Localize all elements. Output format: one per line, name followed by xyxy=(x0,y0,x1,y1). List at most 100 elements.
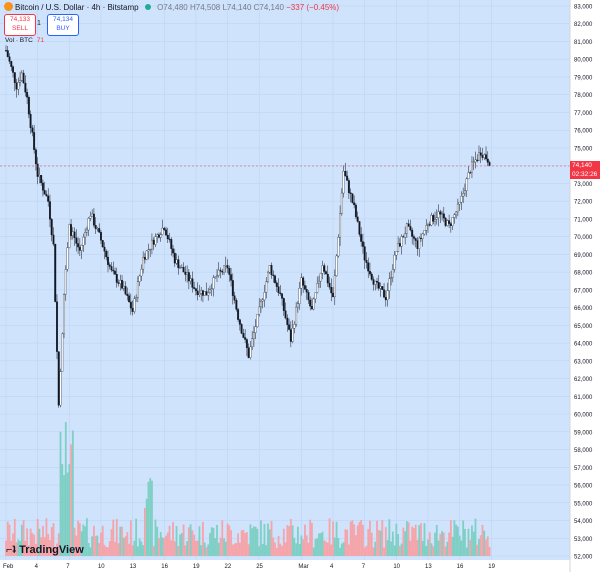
volume-bar xyxy=(149,478,152,556)
candle-body xyxy=(281,293,284,299)
volume-bar xyxy=(108,541,111,556)
volume-bar xyxy=(63,475,65,556)
buy-button[interactable]: 74,134 BUY xyxy=(47,14,79,36)
volume-bar xyxy=(133,540,136,556)
candle-body xyxy=(10,61,13,67)
volume-bar xyxy=(300,535,303,556)
volume-bar xyxy=(93,525,95,556)
volume-bar xyxy=(245,532,248,556)
volume-bar xyxy=(330,544,333,556)
candle-body xyxy=(41,182,44,191)
candle-body xyxy=(154,236,157,245)
volume-bar xyxy=(20,524,23,556)
volume-bar xyxy=(253,526,255,556)
x-tick-label: 4 xyxy=(35,564,39,570)
candle-body xyxy=(397,243,400,252)
volume-bar xyxy=(87,542,90,556)
volume-bar xyxy=(476,544,479,556)
volume-bar xyxy=(486,536,489,556)
volume-bar xyxy=(288,526,290,556)
candle-body xyxy=(147,249,150,252)
candle-body xyxy=(335,255,338,277)
volume-bar xyxy=(52,523,55,556)
y-tick-label: 64,000 xyxy=(574,342,593,348)
volume-bar xyxy=(191,530,194,556)
volume-bar xyxy=(296,526,299,556)
candle-body xyxy=(101,240,104,248)
candle-body xyxy=(376,280,378,283)
volume-bar xyxy=(56,543,58,556)
candle-body xyxy=(96,228,99,230)
candle-body xyxy=(57,351,60,406)
candle-body xyxy=(479,152,482,156)
candle-body xyxy=(214,276,217,278)
candle-body xyxy=(180,267,183,269)
candle-body xyxy=(231,280,234,296)
volume-bar xyxy=(360,519,363,556)
volume-bar xyxy=(71,430,74,556)
x-tick-label: 10 xyxy=(98,564,105,570)
candle-body xyxy=(201,290,204,296)
candle-body xyxy=(270,265,273,276)
candle-body xyxy=(296,303,299,308)
candle-body xyxy=(216,275,218,277)
time-axis[interactable]: Feb 4 7 10 13 16 19 22 25 Mar 4 7 10 13 16 19 xyxy=(3,564,496,570)
volume-bar xyxy=(344,529,347,556)
volume-bar xyxy=(135,518,138,556)
y-tick-label: 63,000 xyxy=(574,359,593,365)
volume-bar xyxy=(425,545,428,556)
y-tick-label: 76,000 xyxy=(574,129,593,135)
candle-body xyxy=(420,237,422,240)
candle-body xyxy=(393,254,396,270)
volume-bar xyxy=(105,547,108,556)
volume-bar xyxy=(47,533,50,556)
candle-body xyxy=(423,230,426,235)
tradingview-logo[interactable]: ⌐ʇ TradingView xyxy=(6,544,84,556)
candle-body xyxy=(427,224,429,226)
candle-body xyxy=(274,275,276,283)
candle-body xyxy=(474,159,477,163)
x-tick-label: 7 xyxy=(362,564,366,570)
volume-bar xyxy=(110,529,113,556)
time-axis-background xyxy=(0,560,570,572)
candle-body xyxy=(272,274,275,276)
price-axis[interactable]: 83,000 82,000 81,000 80,000 79,000 78,000 77,0… xyxy=(574,5,593,561)
volume-bar xyxy=(94,536,97,556)
last-price-tag: 74,140 02:32:26 xyxy=(570,161,600,179)
volume-bar xyxy=(145,498,148,556)
candle-body xyxy=(107,256,109,265)
candle-body xyxy=(405,223,408,234)
candle-body xyxy=(149,248,152,251)
volume-bar xyxy=(467,528,470,556)
volume-bar xyxy=(202,521,204,556)
volume-bar xyxy=(367,528,370,556)
candle-body xyxy=(8,56,11,62)
candle-body xyxy=(430,215,433,226)
candle-body xyxy=(339,213,342,238)
x-tick-label: 16 xyxy=(457,564,464,570)
y-tick-label: 55,000 xyxy=(574,501,593,507)
candle-body xyxy=(367,262,370,272)
candle-body xyxy=(435,217,438,220)
last-price-value: 74,140 xyxy=(572,162,592,169)
candle-body xyxy=(221,271,224,273)
y-tick-label: 81,000 xyxy=(574,40,593,46)
sell-button[interactable]: 74,133 SELL xyxy=(4,14,36,36)
volume-bar xyxy=(291,525,294,556)
x-tick-label: Mar xyxy=(298,564,308,570)
candle-body xyxy=(80,245,83,251)
candle-body xyxy=(354,204,357,218)
volume-bar xyxy=(481,524,484,556)
volume-bar xyxy=(365,545,368,556)
candle-body xyxy=(330,286,333,294)
candle-body xyxy=(47,195,50,202)
y-tick-label: 62,000 xyxy=(574,377,593,383)
volume-bar xyxy=(456,526,459,556)
volume-legend[interactable]: Vol · BTC 71 xyxy=(5,37,44,44)
candle-body xyxy=(85,229,88,233)
candle-body xyxy=(240,324,243,334)
symbol-title[interactable]: Bitcoin / U.S. Dollar · 4h · Bitstamp xyxy=(15,3,139,12)
candle-body xyxy=(224,265,227,267)
